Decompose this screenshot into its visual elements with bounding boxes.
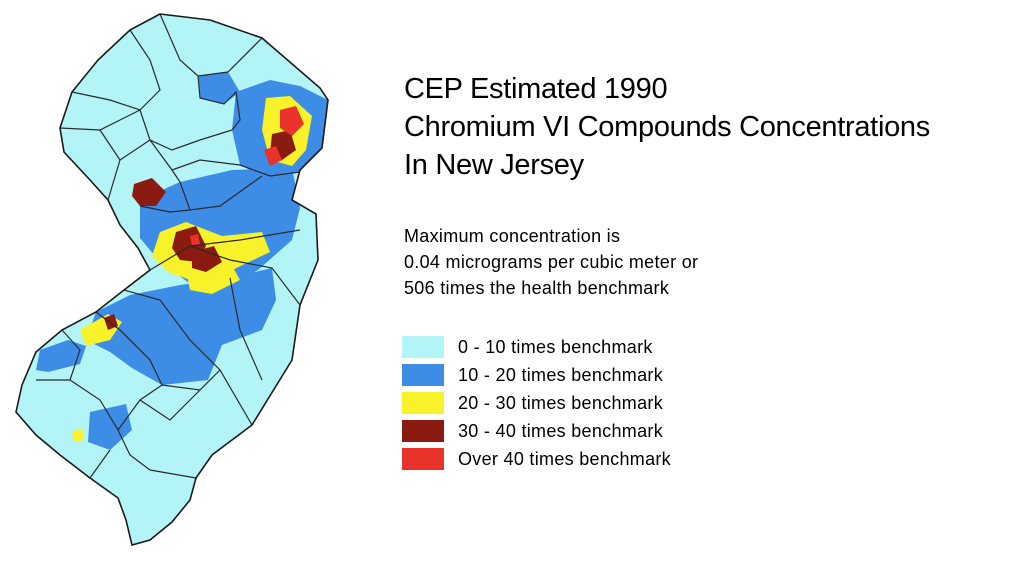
note-line-2: 0.04 micrograms per cubic meter or [404,252,699,272]
legend-swatch [402,336,444,358]
title-line-2: Chromium VI Compounds Concentrations [404,111,930,143]
note-line-3: 506 times the health benchmark [404,278,670,298]
legend-item-10-20: 10 - 20 times benchmark [402,361,671,389]
legend-label: Over 40 times benchmark [458,448,671,469]
legend-item-0-10: 0 - 10 times benchmark [402,333,671,361]
note-line-1: Maximum concentration is [404,226,621,246]
legend-item-over-40: Over 40 times benchmark [402,445,671,473]
new-jersey-map [15,13,329,546]
legend-label: 10 - 20 times benchmark [458,364,663,385]
title-line-1: CEP Estimated 1990 [404,73,668,105]
title-line-3: In New Jersey [404,149,584,181]
legend-swatch [402,392,444,414]
max-concentration-note: Maximum concentration is 0.04 micrograms… [404,223,698,301]
legend-swatch [402,364,444,386]
legend-label: 20 - 30 times benchmark [458,392,663,413]
legend-item-20-30: 20 - 30 times benchmark [402,389,671,417]
legend: 0 - 10 times benchmark 10 - 20 times ben… [402,333,671,473]
legend-swatch [402,420,444,442]
legend-label: 30 - 40 times benchmark [458,420,663,441]
legend-label: 0 - 10 times benchmark [458,336,653,357]
legend-item-30-40: 30 - 40 times benchmark [402,417,671,445]
map-title: CEP Estimated 1990 Chromium VI Compounds… [404,70,930,184]
legend-swatch [402,448,444,470]
